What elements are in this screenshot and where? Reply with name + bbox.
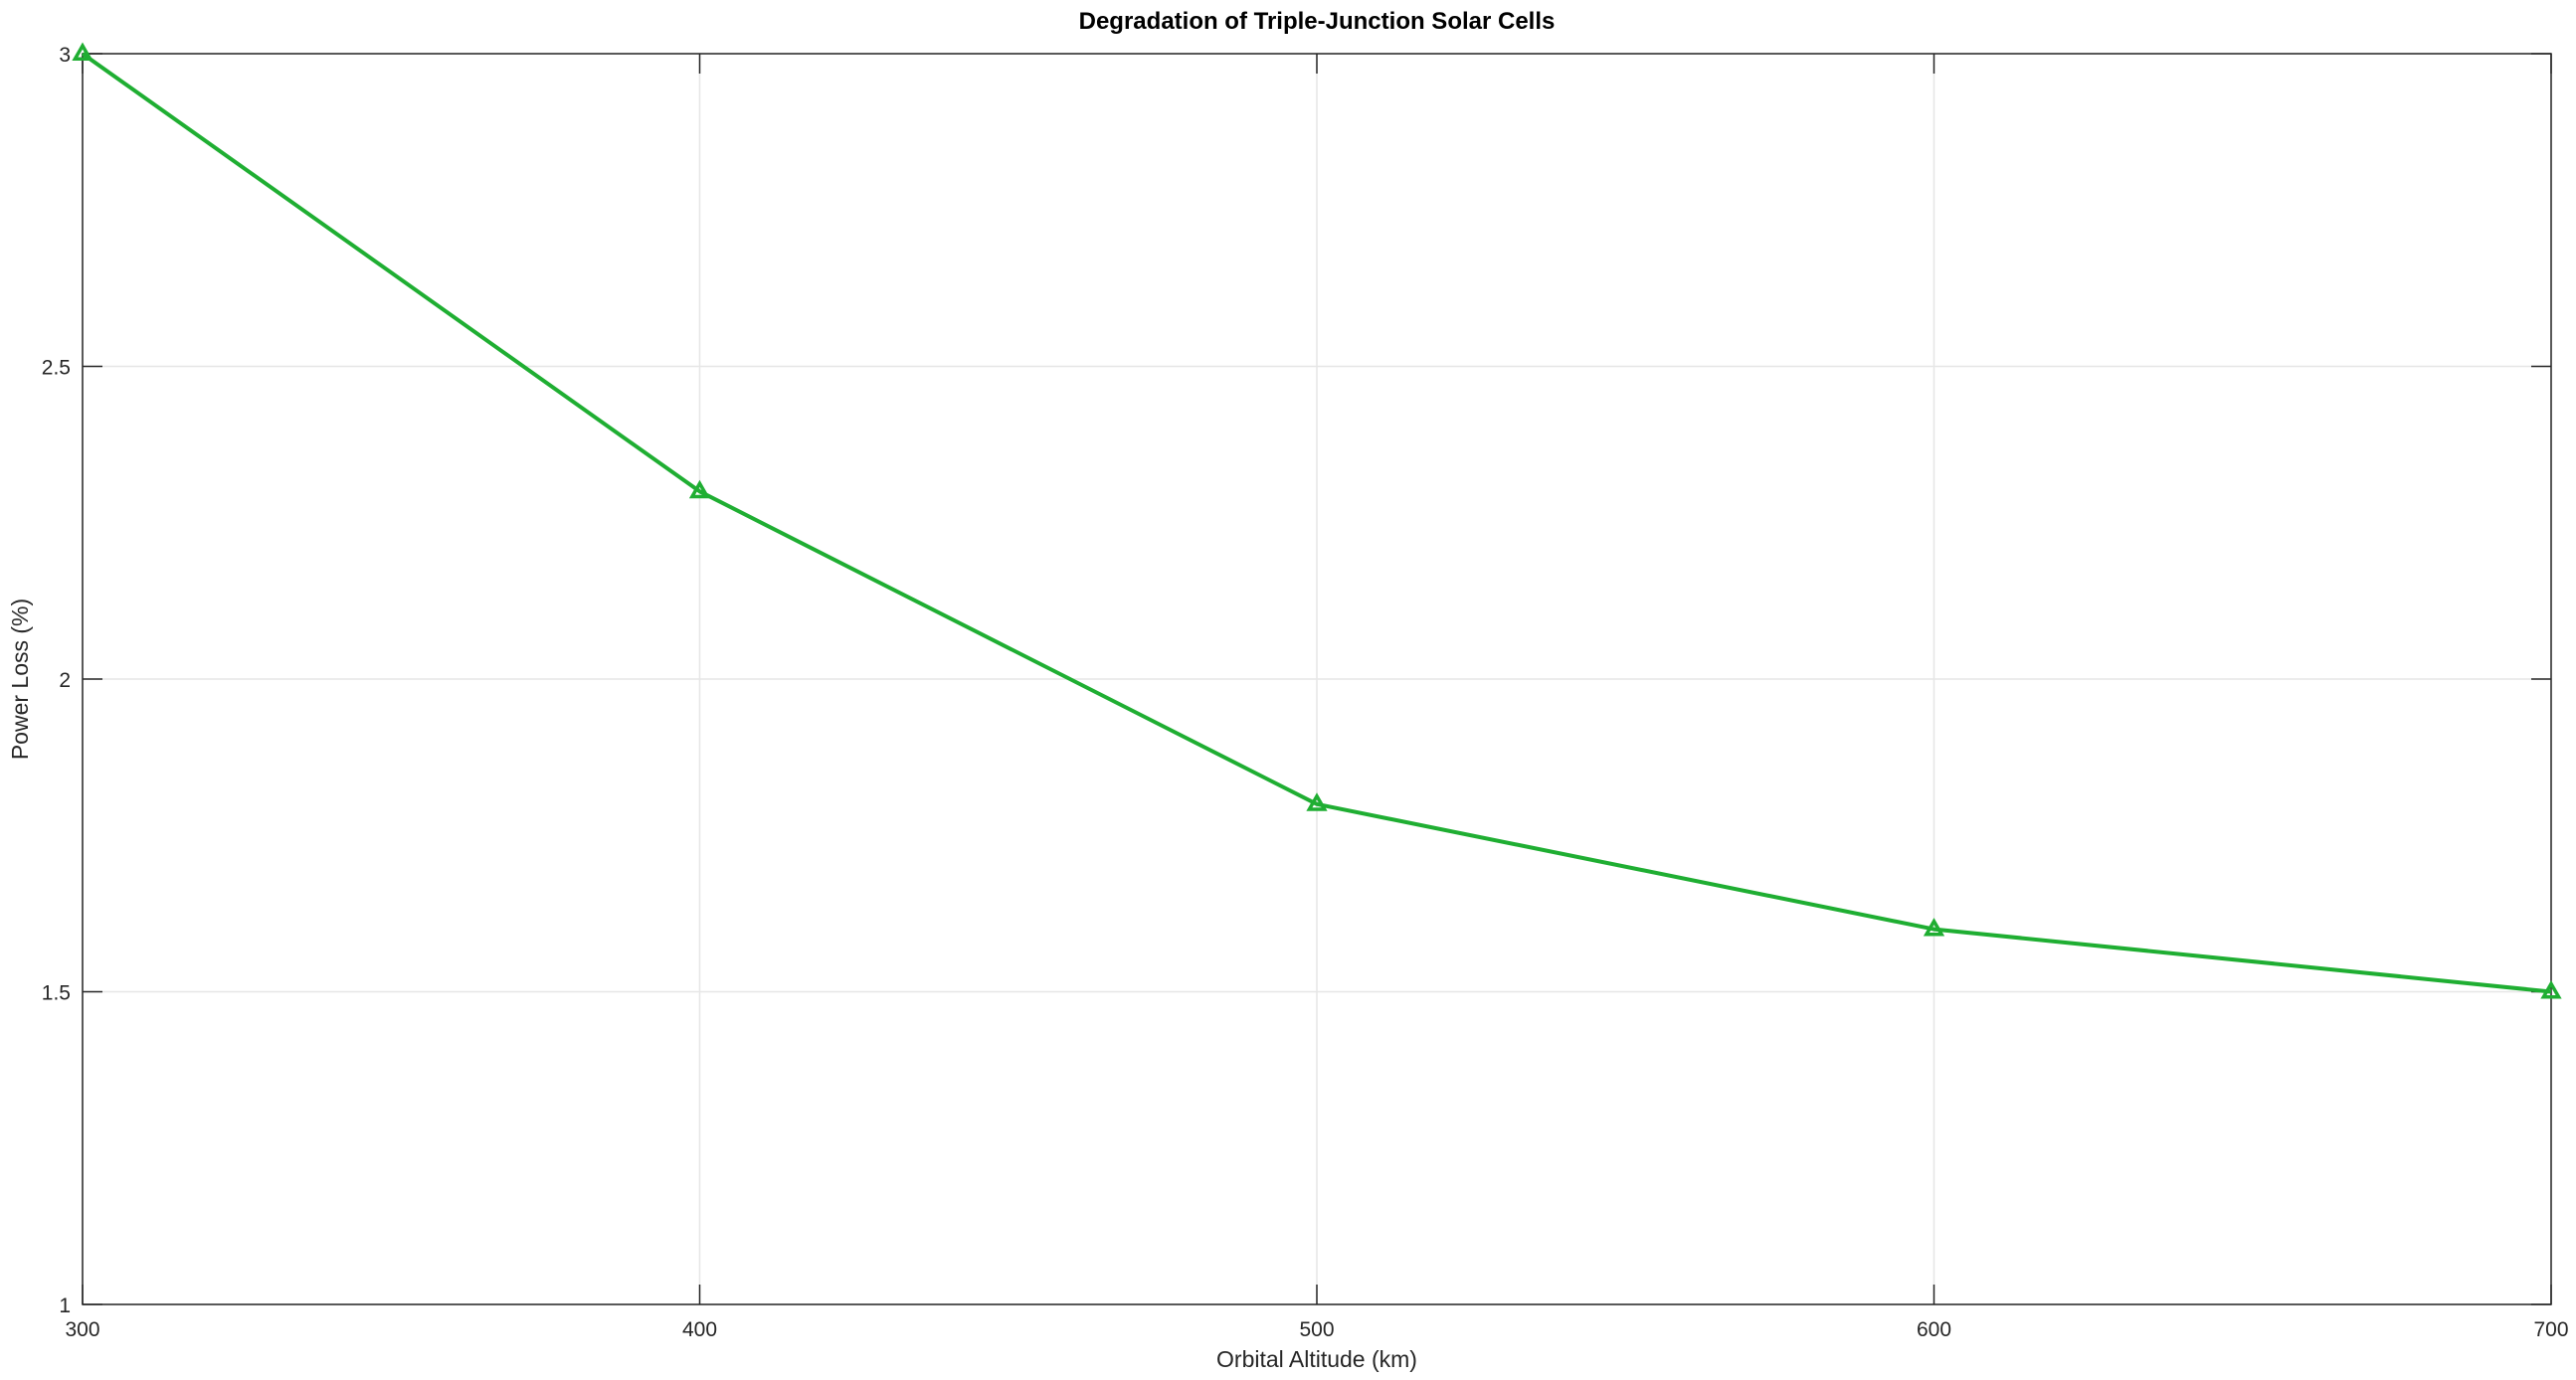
x-axis-label: Orbital Altitude (km) (1216, 1346, 1417, 1372)
data-point-marker (1306, 792, 1328, 811)
axis-ticks: 300 400 500 600 700 1 1.5 2 2.5 3 (42, 44, 2569, 1341)
data-point-marker (688, 479, 711, 499)
y-axis-label: Power Loss (%) (7, 599, 33, 760)
x-tick-label: 500 (1299, 1318, 1334, 1341)
y-tick-label: 2.5 (42, 357, 71, 380)
grid-lines (82, 53, 2552, 1305)
x-tick-label: 300 (65, 1318, 99, 1341)
data-point-marker (72, 42, 93, 61)
y-tick-label: 3 (59, 44, 71, 67)
series-line (81, 52, 2552, 994)
y-tick-label: 1 (59, 1294, 71, 1317)
x-tick-label: 600 (1917, 1318, 1951, 1341)
x-tick-label: 400 (682, 1318, 717, 1341)
chart-title: Degradation of Triple-Junction Solar Cel… (1079, 8, 1556, 35)
data-point-marker (1923, 918, 1945, 937)
x-tick-label: 700 (2533, 1318, 2568, 1341)
y-tick-label: 1.5 (42, 982, 71, 1005)
y-tick-label: 2 (59, 669, 71, 692)
data-point-marker (2540, 979, 2562, 999)
series-layer (72, 42, 2562, 999)
